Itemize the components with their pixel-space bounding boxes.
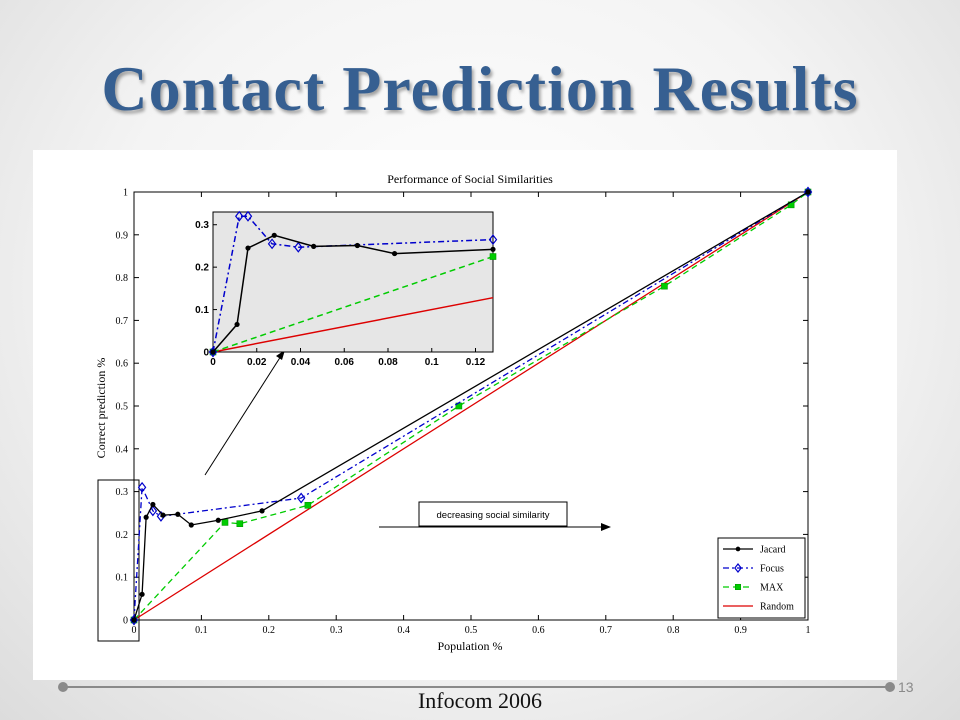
inset-plot-area: 0 0.02 0.04 0.06 0.08 0.1 0.12 0 0.1 0.2 0.3 (195, 210, 498, 368)
legend-marker-focus (734, 562, 742, 574)
inset-data-point-jacard (234, 321, 240, 328)
data-point-max (304, 501, 312, 509)
data-point-jacard (259, 508, 265, 514)
y-tick-label: 0.7 (116, 316, 129, 327)
inset-data-point-focus (488, 234, 498, 246)
inset-data-point-jacard (210, 349, 216, 355)
x-tick-label: 0.8 (667, 625, 680, 636)
data-point-jacard (131, 617, 137, 623)
legend: Jacard Focus MAX Random (717, 537, 806, 619)
inset-x-tick-label: 0 (210, 357, 216, 368)
data-point-jacard (805, 189, 811, 195)
data-point-jacard (139, 591, 145, 597)
inset-series-line-random (212, 296, 494, 353)
zoom-region-box (97, 479, 140, 642)
legend-label-focus: Focus (760, 564, 784, 575)
legend-label-jacard: Jacard (760, 545, 786, 556)
data-point-focus (137, 481, 147, 493)
y-tick-label: 0.3 (116, 487, 129, 498)
series-line-jacard (133, 191, 809, 621)
x-tick-label: 0.2 (263, 625, 276, 636)
inset-y-tick-label: 0.3 (195, 220, 209, 231)
inset-data-point-focus (243, 210, 253, 222)
inset-data-point-jacard (391, 250, 398, 257)
x-tick-label: 0.5 (465, 625, 478, 636)
inset-data-point-jacard (245, 245, 251, 251)
annotation-box (418, 501, 568, 527)
footer-dot-left (58, 682, 68, 692)
inset-data-point-jacard (271, 232, 277, 238)
footer-divider (62, 686, 894, 688)
chart-svg: Performance of Social Similarities Popul… (94, 172, 813, 653)
inset-x-tick-label: 0.04 (291, 357, 311, 368)
footer-text: Infocom 2006 (417, 688, 543, 713)
y-tick-label: 0.8 (116, 273, 129, 284)
x-tick-label: 1 (806, 625, 811, 636)
inset-data-point-max (489, 253, 497, 260)
x-tick-label: 0.9 (734, 625, 747, 636)
y-axis-label: Correct prediction % (94, 358, 108, 459)
y-tick-label: 1 (123, 188, 128, 199)
data-point-focus (803, 186, 813, 198)
annotation-arrowhead (601, 523, 611, 531)
data-point-max (236, 520, 244, 528)
legend-label-max: MAX (760, 583, 784, 594)
x-axis-label: Population % (438, 639, 503, 653)
y-tick-label: 0.2 (116, 530, 129, 541)
data-point-focus (129, 614, 139, 626)
chart-figure: Performance of Social Similarities Popul… (33, 150, 897, 680)
series-line-random (133, 191, 809, 621)
data-point-jacard (188, 522, 194, 528)
inset-data-point-jacard (490, 246, 496, 252)
data-point-focus (296, 492, 306, 504)
inset-data-point-jacard (311, 243, 317, 249)
inset-y-tick-label: 0.1 (195, 305, 209, 316)
y-tick-label: 0.4 (116, 444, 129, 455)
data-point-max (221, 519, 229, 526)
inset-y-tick-label: 0.2 (195, 263, 209, 274)
inset-series-line-jacard (212, 234, 494, 353)
annotation-text: decreasing social similarity (437, 510, 550, 521)
inset-data-point-focus (267, 238, 277, 250)
inset-data-point-jacard (354, 242, 360, 249)
annotation-group: decreasing social similarity (379, 501, 611, 531)
inset-data-point-focus (294, 241, 303, 253)
slide-number: 13 (898, 679, 914, 695)
inset-data-point-focus (234, 210, 244, 222)
x-tick-label: 0.4 (397, 625, 410, 636)
inset-data-point-focus (208, 346, 218, 358)
x-tick-label: 0.7 (600, 625, 613, 636)
data-point-jacard (143, 514, 149, 520)
legend-label-random: Random (760, 602, 794, 613)
legend-marker-jacard (735, 546, 741, 552)
data-point-jacard (215, 517, 221, 523)
inset-x-tick-label: 0.1 (425, 357, 439, 368)
inset-x-tick-label: 0.08 (378, 357, 398, 368)
data-point-max (661, 282, 668, 290)
inset-y-tick-label: 0 (203, 348, 209, 359)
legend-box (717, 537, 806, 619)
y-tick-label: 0.9 (116, 230, 129, 241)
x-tick-label: 0 (132, 625, 137, 636)
data-point-jacard (150, 501, 156, 508)
x-tick-label: 0.6 (532, 625, 545, 636)
inset-x-tick-label: 0.02 (247, 357, 267, 368)
y-tick-label: 0.5 (116, 402, 129, 413)
data-point-jacard (160, 512, 166, 518)
inset-frame (212, 211, 494, 353)
legend-marker-max (734, 583, 741, 590)
inset-x-tick-label: 0.06 (335, 357, 355, 368)
y-tick-label: 0.1 (116, 573, 129, 584)
slide-title: Contact Prediction Results (101, 53, 859, 124)
series-line-focus (133, 191, 809, 621)
x-tick-label: 0.1 (195, 625, 208, 636)
x-tick-label: 0.3 (330, 625, 343, 636)
footer-dot-right (885, 682, 895, 692)
zoom-connector-line (204, 355, 282, 476)
chart-title: Performance of Social Similarities (387, 172, 553, 186)
inset-x-tick-label: 0.12 (466, 357, 486, 368)
data-point-jacard (175, 511, 181, 517)
y-tick-label: 0.6 (116, 359, 129, 370)
y-tick-label: 0 (123, 616, 128, 627)
